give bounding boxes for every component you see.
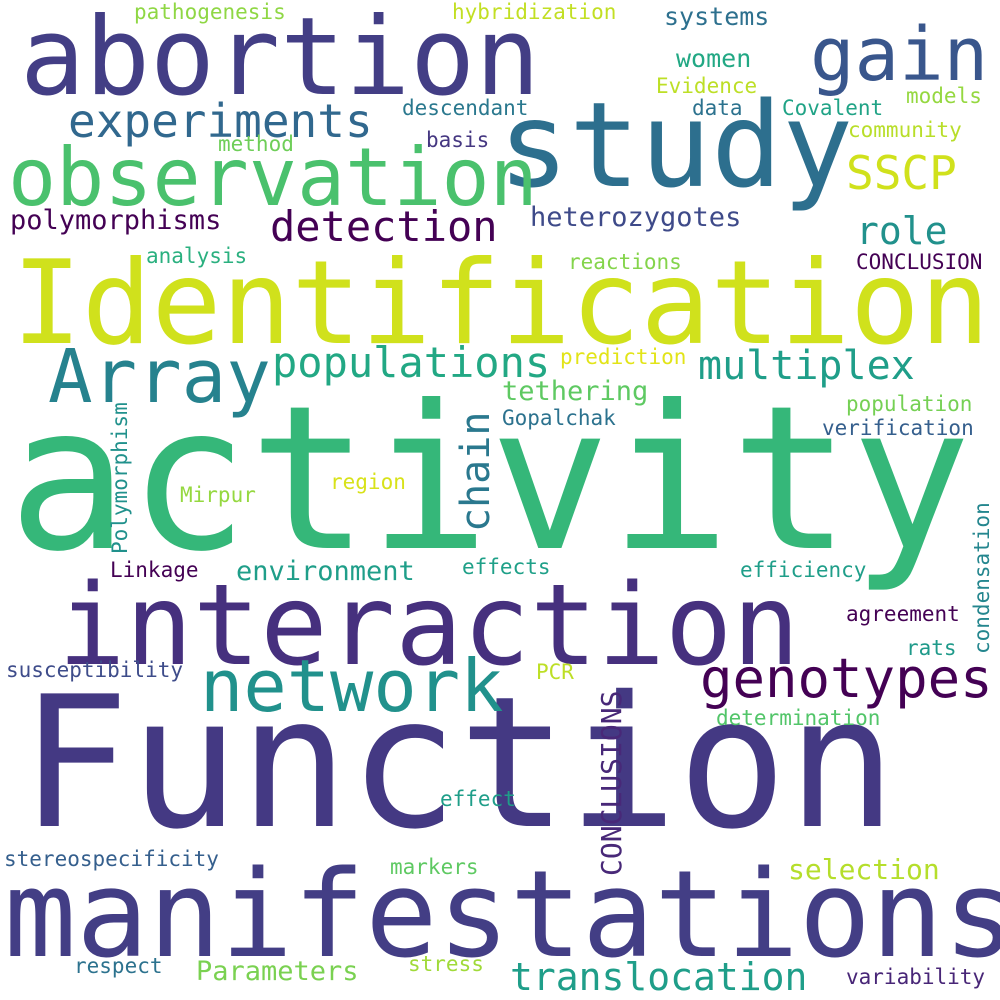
word-populations: populations	[272, 338, 551, 387]
word-conclusions: CONCLUSIONS	[595, 690, 628, 876]
word-verification: verification	[822, 416, 974, 440]
word-markers: markers	[390, 855, 479, 879]
word-experiments: experiments	[68, 94, 373, 148]
word-effects: effects	[462, 555, 551, 579]
word-analysis: analysis	[146, 244, 248, 268]
word-models: models	[906, 84, 982, 108]
word-tethering: tethering	[502, 376, 649, 407]
word-rats: rats	[906, 636, 957, 660]
word-array: Array	[48, 334, 271, 420]
word-hybridization: hybridization	[452, 0, 617, 24]
word-descendant: descendant	[402, 96, 529, 120]
word-community: community	[848, 118, 962, 142]
word-systems: systems	[664, 2, 770, 31]
word-gain: gain	[810, 12, 989, 98]
word-abortion: abortion	[20, 0, 541, 120]
word-pcr: PCR	[536, 660, 574, 684]
word-role: role	[856, 209, 948, 253]
word-parameters: Parameters	[196, 956, 359, 987]
word-data: data	[692, 96, 743, 120]
word-linkage: Linkage	[110, 558, 199, 582]
word-function: Function	[20, 657, 897, 869]
word-multiplex: multiplex	[698, 343, 915, 389]
word-women: women	[676, 44, 752, 73]
word-conclusion: CONCLUSION	[856, 250, 983, 274]
word-interaction: interaction	[58, 561, 800, 691]
word-efficiency: efficiency	[740, 558, 867, 582]
word-respect: respect	[74, 954, 163, 978]
word-method: method	[218, 132, 294, 156]
word-prediction: prediction	[560, 345, 687, 369]
word-basis: basis	[426, 128, 490, 152]
word-detection: detection	[270, 202, 498, 251]
word-agreement: agreement	[846, 602, 960, 626]
word-chain: chain	[453, 411, 499, 532]
word-variability: variability	[846, 965, 986, 989]
word-observation: observation	[8, 131, 538, 224]
word-environment: environment	[236, 556, 415, 587]
word-polymorphisms: polymorphisms	[10, 205, 222, 236]
word-sscp: SSCP	[846, 146, 957, 200]
word-stereospecificity: stereospecificity	[4, 847, 219, 871]
word-covalent: Covalent	[782, 96, 884, 120]
word-stress: stress	[408, 952, 484, 976]
word-condensation: condensation	[970, 502, 994, 654]
word-gopalchak: Gopalchak	[502, 406, 616, 430]
word-polymorphism: Polymorphism	[108, 402, 132, 554]
word-evidence: Evidence	[656, 74, 758, 98]
word-activity: activity	[8, 363, 972, 596]
word-reactions: reactions	[568, 250, 682, 274]
word-mirpur: Mirpur	[180, 483, 256, 507]
word-network: network	[200, 644, 504, 728]
word-susceptibility: susceptibility	[6, 658, 184, 682]
word-pathogenesis: pathogenesis	[134, 0, 286, 24]
word-manifestations: manifestations	[4, 846, 1000, 985]
word-heterozygotes: heterozygotes	[530, 202, 742, 233]
word-region: region	[330, 470, 406, 494]
word-genotypes: genotypes	[700, 647, 993, 710]
word-identification: Identification	[12, 236, 990, 371]
word-determination: determination	[716, 706, 881, 730]
word-selection: selection	[788, 853, 940, 886]
word-study: study	[498, 76, 854, 214]
word-translocation: translocation	[510, 955, 808, 999]
word-population: population	[846, 392, 973, 416]
word-effect: effect	[440, 787, 516, 811]
